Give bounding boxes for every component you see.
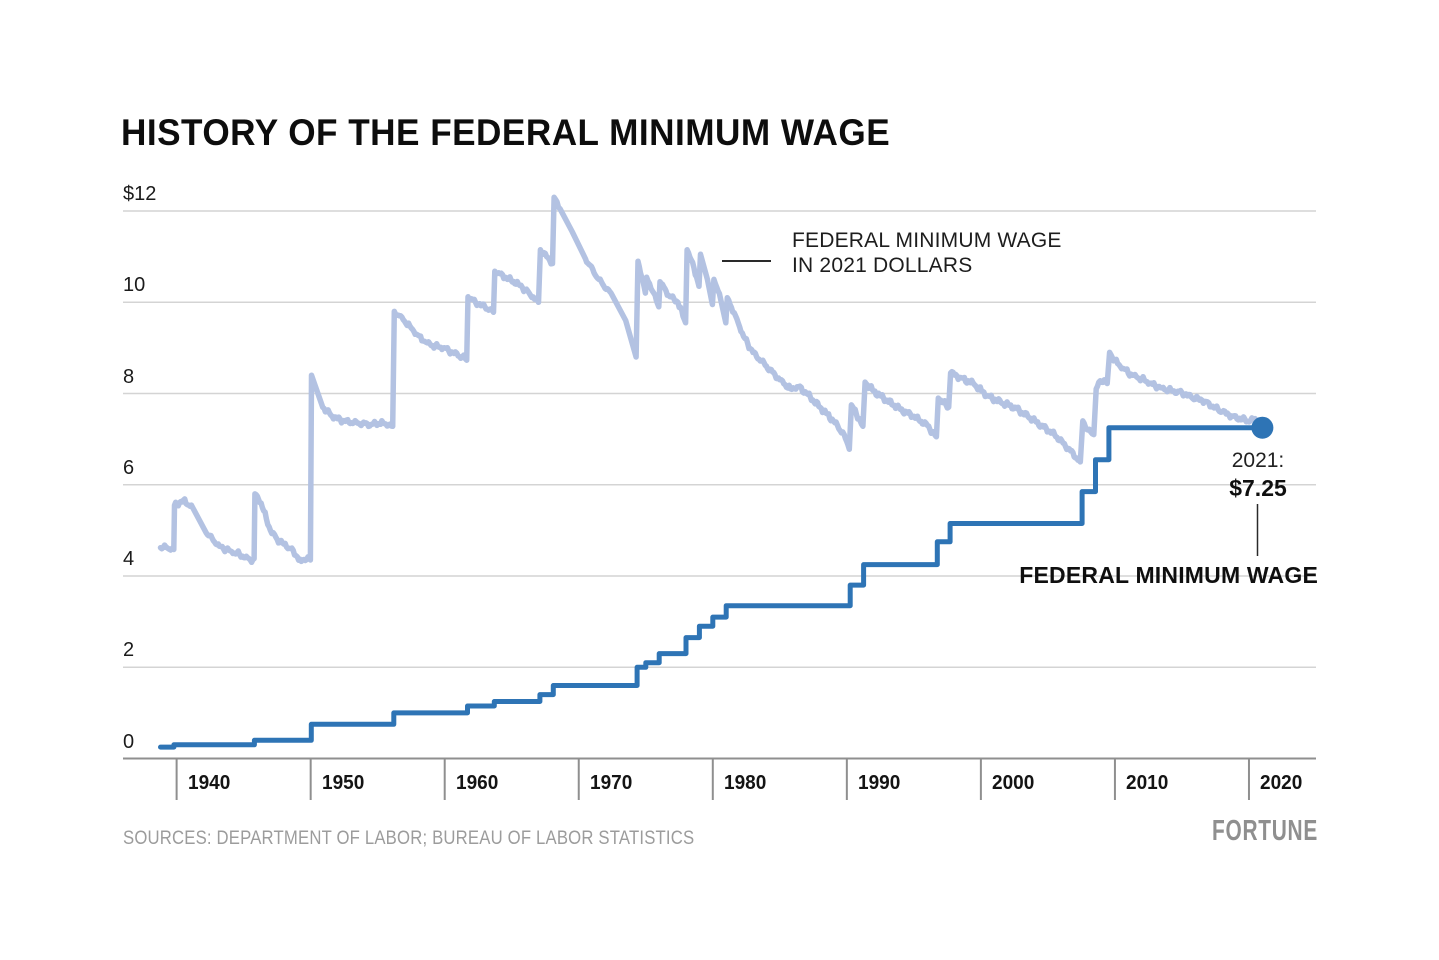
x-axis-label: 1950	[321, 772, 364, 794]
x-axis-label: 2020	[1259, 772, 1303, 794]
real-series-label-line2: IN 2021 DOLLARS	[792, 254, 973, 277]
x-axis	[123, 757, 1316, 800]
endpoint-dot	[1251, 416, 1274, 439]
endpoint-value-label: $7.25	[1229, 475, 1287, 501]
x-axis-label: 1970	[589, 772, 633, 794]
gridlines	[123, 210, 1316, 668]
x-axis-label: 2000	[991, 772, 1035, 794]
nominal-wage-line	[158, 425, 1265, 750]
x-axis-label: 1960	[455, 772, 498, 794]
source-note: SOURCES: DEPARTMENT OF LABOR; BUREAU OF …	[123, 828, 695, 849]
y-axis-label: 6	[123, 456, 135, 479]
x-axis-label: 2010	[1125, 772, 1169, 794]
nominal-series-label: FEDERAL MINIMUM WAGE	[1019, 562, 1318, 588]
y-axis-label: 10	[123, 274, 146, 297]
y-axis-label: 4	[123, 548, 135, 570]
y-axis-label: 2	[123, 639, 135, 662]
real-series-label: FEDERAL MINIMUM WAGE IN 2021 DOLLARS	[792, 228, 1062, 278]
x-axis-label: 1940	[187, 772, 230, 794]
real-series-label-line1: FEDERAL MINIMUM WAGE	[792, 229, 1062, 252]
real-wage-line	[157, 194, 1266, 566]
endpoint-year-label: 2021:	[1231, 449, 1285, 472]
endpoint-annotation: 2021: $7.25	[1185, 449, 1331, 502]
page-title: HISTORY OF THE FEDERAL MINIMUM WAGE	[121, 112, 891, 153]
y-axis-label: 8	[123, 365, 135, 388]
y-axis-label: 0	[123, 730, 135, 753]
x-axis-label: 1980	[723, 772, 767, 794]
brand-logo: FORTUNE	[1212, 815, 1318, 847]
y-axis-label: $12	[123, 183, 157, 205]
x-axis-label: 1990	[857, 772, 901, 794]
